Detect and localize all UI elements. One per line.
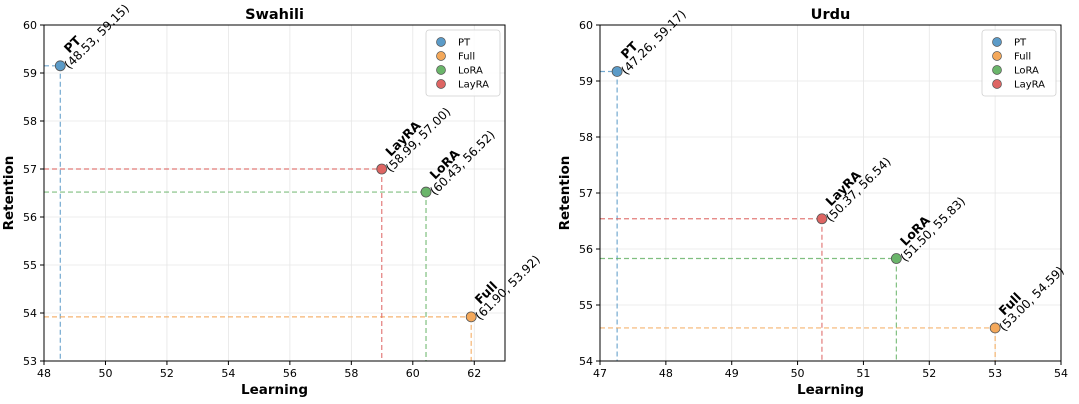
y-tick-label: 58 — [23, 115, 37, 128]
y-tick-label: 57 — [579, 187, 593, 200]
legend-label-pt: PT — [458, 38, 471, 49]
point-pt — [54, 60, 66, 72]
y-tick-label: 55 — [579, 299, 593, 312]
legend-marker-lora — [436, 65, 446, 75]
legend-box — [425, 29, 501, 97]
x-tick-label: 54 — [1054, 367, 1068, 380]
legend-label-lora: LoRA — [1014, 66, 1039, 77]
legend-label-layra: LayRA — [458, 80, 489, 91]
y-tick-label: 56 — [23, 211, 37, 224]
x-tick-label: 58 — [344, 367, 358, 380]
point-full — [465, 311, 477, 323]
point-lora — [420, 186, 432, 198]
legend-marker-pt — [992, 37, 1002, 47]
x-tick-label: 54 — [221, 367, 235, 380]
x-tick-label: 48 — [659, 367, 673, 380]
chart-title: Swahili — [245, 7, 304, 23]
legend-box — [981, 29, 1057, 97]
point-pt — [611, 66, 623, 77]
legend-label-full: Full — [458, 52, 475, 63]
x-tick-label: 53 — [988, 367, 1002, 380]
y-tick-label: 57 — [23, 163, 37, 176]
y-tick-label: 54 — [579, 355, 593, 368]
x-tick-label: 52 — [922, 367, 936, 380]
y-tick-label: 59 — [579, 75, 593, 88]
x-tick-label: 50 — [791, 367, 805, 380]
y-tick-label: 53 — [23, 355, 37, 368]
y-tick-label: 60 — [23, 19, 37, 32]
legend-marker-full — [992, 51, 1002, 61]
x-tick-label: 62 — [467, 367, 481, 380]
y-tick-label: 59 — [23, 67, 37, 80]
legend-marker-layra — [436, 79, 446, 89]
legend-label-lora: LoRA — [458, 66, 483, 77]
x-tick-label: 60 — [406, 367, 420, 380]
point-layra — [376, 163, 388, 175]
y-tick-label: 56 — [579, 243, 593, 256]
point-full — [989, 322, 1001, 334]
legend-label-full: Full — [1014, 52, 1031, 63]
point-layra — [816, 213, 828, 225]
x-tick-label: 52 — [160, 367, 174, 380]
chart-title: Urdu — [811, 7, 851, 23]
point-lora — [890, 253, 902, 264]
x-axis-label: Learning — [797, 382, 864, 398]
y-axis-label: Retention — [1, 156, 17, 231]
legend-label-layra: LayRA — [1014, 80, 1045, 91]
y-tick-label: 58 — [579, 131, 593, 144]
chart-swahili: 48 50 52 54 56 58 60 62 53 54 55 56 57 58 59 60 Swahili L… — [1, 1, 543, 398]
x-tick-label: 50 — [98, 367, 112, 380]
x-tick-label: 49 — [725, 367, 739, 380]
x-tick-label: 56 — [283, 367, 297, 380]
y-axis-label: Retention — [557, 156, 573, 231]
x-tick-label: 48 — [37, 367, 51, 380]
chart-urdu: 47 48 49 50 51 52 53 54 54 55 56 57 58 59 60 Urdu Learni… — [557, 7, 1068, 398]
y-tick-label: 55 — [23, 259, 37, 272]
legend-marker-full — [436, 51, 446, 61]
legend-label-pt: PT — [1014, 38, 1027, 49]
y-tick-label: 60 — [579, 19, 593, 32]
legend-marker-pt — [436, 37, 446, 47]
legend-marker-layra — [992, 79, 1002, 89]
plot-frame — [43, 24, 506, 362]
legend-marker-lora — [992, 65, 1002, 75]
y-tick-label: 54 — [23, 307, 37, 320]
x-tick-label: 51 — [856, 367, 870, 380]
x-axis-label: Learning — [241, 382, 308, 398]
x-tick-label: 47 — [593, 367, 607, 380]
